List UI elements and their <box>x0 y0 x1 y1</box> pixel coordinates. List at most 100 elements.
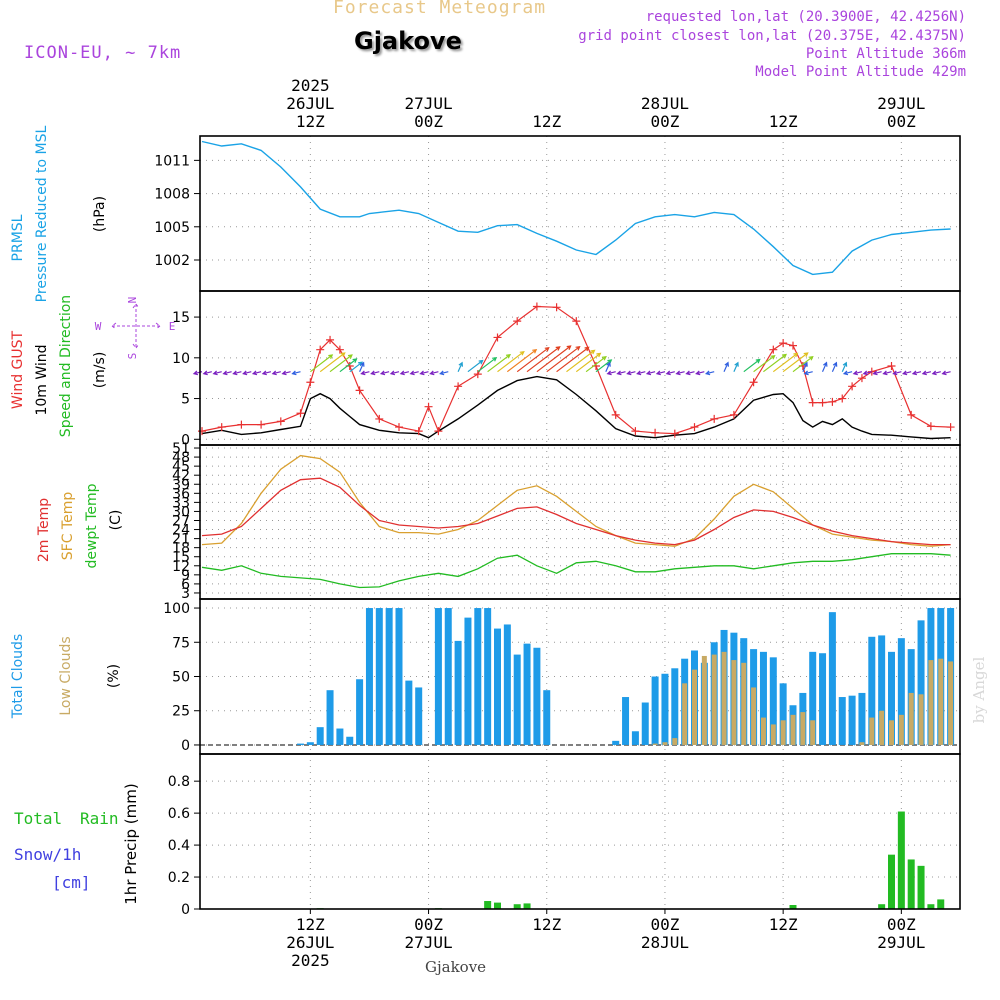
wind-direction-arrow <box>831 361 838 372</box>
total-cloud-bar <box>306 742 314 745</box>
gust-marker <box>513 317 522 326</box>
total-cloud-bar <box>336 728 344 745</box>
wind-direction-arrow <box>841 361 848 372</box>
wind-direction-arrow <box>251 370 262 376</box>
wind-direction-arrow <box>310 354 334 373</box>
total-cloud-bar <box>346 736 354 745</box>
gust-marker <box>670 429 679 438</box>
gust-marker <box>631 427 640 436</box>
total-cloud-bar <box>444 608 452 745</box>
gust-marker <box>848 382 857 391</box>
rain-bar <box>907 859 915 909</box>
station-title: Gjakove <box>354 27 462 55</box>
wind-direction-arrow <box>419 370 429 376</box>
model-altitude: Model Point Altitude 429m <box>755 64 966 80</box>
wind-direction-arrow <box>329 354 353 373</box>
top-time-label: 00Z <box>887 112 916 131</box>
rain-bar <box>888 854 895 909</box>
wind-direction-arrow <box>506 348 538 373</box>
compass-e: E <box>169 320 176 333</box>
gust-marker <box>414 427 423 436</box>
wind-direction-arrow <box>477 356 498 373</box>
low-cloud-bar <box>869 717 875 745</box>
bottom-date-label: 29JUL <box>877 933 925 952</box>
wind-direction-arrow <box>261 370 272 376</box>
y-tick-label: 42 <box>172 468 190 484</box>
gust-marker <box>779 339 788 348</box>
total-cloud-bar <box>523 643 531 745</box>
total-cloud-bar <box>464 617 472 745</box>
wind-direction-arrow <box>232 370 242 376</box>
rain-bar <box>937 899 945 909</box>
gust-marker <box>946 423 955 432</box>
wind-direction-arrow <box>339 358 358 373</box>
top-time-label: 12Z <box>296 112 325 131</box>
gust-marker <box>237 420 246 429</box>
gust-marker <box>572 317 581 326</box>
top-date-label: 27JUL <box>404 94 452 113</box>
panel-frame <box>199 444 961 600</box>
wind-direction-arrow <box>409 370 419 376</box>
low-cloud-bar <box>662 742 668 745</box>
top-time-label: 12Z <box>532 112 561 131</box>
gust-marker <box>424 402 433 411</box>
total-cloud-bar <box>848 695 856 745</box>
gust-marker <box>306 378 315 387</box>
y-tick-label: 75 <box>172 635 190 651</box>
total-cloud-bar <box>888 651 895 745</box>
total-cloud-bar <box>622 697 630 745</box>
wind-direction-arrow <box>655 370 666 376</box>
pressure-label: PRMSL <box>10 214 26 261</box>
wind-direction-arrow <box>556 346 590 373</box>
bottom-time-label: 00Z <box>887 915 916 934</box>
wind-direction-arrow <box>911 370 922 376</box>
gust-marker <box>818 398 827 407</box>
rain-bar <box>897 811 905 909</box>
total-cloud-bar <box>513 654 521 745</box>
total-cloud-bar <box>779 683 787 745</box>
total-cloud-bar <box>828 612 836 745</box>
wind-direction-arrow <box>763 353 787 373</box>
gust-marker <box>454 382 463 391</box>
total-cloud-bar <box>661 673 669 745</box>
total-cloud-bar <box>474 608 482 745</box>
low-cloud-bar <box>928 660 934 745</box>
y-tick-label: 39 <box>172 477 190 493</box>
low-cloud-bar <box>741 662 747 745</box>
wind-direction-arrow <box>516 346 550 373</box>
total-cloud-bar <box>838 697 846 745</box>
total-cloud-bar <box>395 608 403 745</box>
y-tick-label: 1005 <box>154 220 190 236</box>
gust-marker <box>651 428 660 437</box>
wind-direction-arrow <box>497 350 525 373</box>
gust-marker <box>611 410 620 419</box>
y-tick-label: 27 <box>172 513 190 529</box>
wind-direction-arrow <box>803 370 813 376</box>
point-altitude: Point Altitude 366m <box>805 46 966 62</box>
wind-direction-arrow <box>379 370 390 376</box>
gust-label: Wind GUST <box>10 330 26 409</box>
total-cloud-bar <box>365 608 373 745</box>
snow-unit-label: [cm] <box>52 873 91 892</box>
wind-direction-arrow <box>931 370 941 376</box>
rain-bar <box>927 904 935 909</box>
total-cloud-bar <box>297 743 304 745</box>
top-date-label: 28JUL <box>641 94 689 113</box>
wind-direction-arrow <box>271 370 281 376</box>
total-cloud-bar <box>631 731 639 745</box>
precip-unit-label: 1hr Precip (mm) <box>122 783 140 904</box>
wind-direction-arrow <box>695 370 705 376</box>
footer-station: Gjakove <box>425 958 487 976</box>
wind-direction-arrow <box>389 370 400 376</box>
total-cloud-bar <box>612 740 620 745</box>
wind-direction-arrow <box>782 352 809 373</box>
wind-direction-arrow <box>685 370 695 376</box>
compass-s: S <box>126 353 139 360</box>
wind-direction-arrow <box>605 361 611 372</box>
gust-marker <box>375 414 384 423</box>
y-tick-label: 0.4 <box>168 838 190 854</box>
wind-direction-arrow <box>585 355 607 373</box>
top-time-label: 12Z <box>769 112 798 131</box>
wind-direction-arrow <box>704 370 715 376</box>
panel-frame <box>199 753 961 910</box>
